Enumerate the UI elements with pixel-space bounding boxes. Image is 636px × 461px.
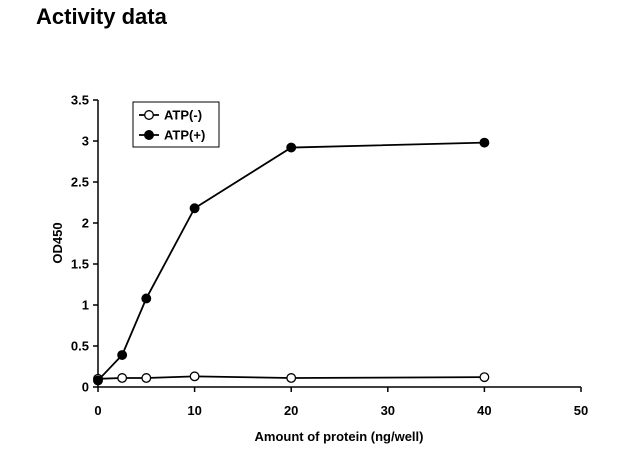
y-tick-label: 2.5 [71,175,89,190]
data-point [141,373,152,383]
chart-legend: ATP(-) ATP(+) [132,101,220,148]
data-point [117,350,128,360]
y-axis-title: OD450 [50,222,65,263]
x-tick-label: 50 [574,403,588,418]
data-point [479,137,490,148]
data-point [117,373,128,383]
x-tick-label: 0 [94,403,101,418]
x-tick-label: 30 [381,403,395,418]
data-point [141,293,152,304]
legend-marker-0 [144,110,154,120]
data-point [286,373,297,383]
legend-marker-1 [144,130,154,140]
data-point [479,372,490,383]
y-tick-label: 0 [82,380,89,395]
y-tick-label: 2 [82,216,89,231]
data-point [189,371,200,382]
y-tick-label: 3 [82,134,89,149]
y-tick-label: 0.5 [71,339,89,354]
x-tick-label: 20 [284,403,298,418]
data-point [93,375,103,386]
chart-series [93,137,490,386]
legend-label-0: ATP(-) [164,108,202,123]
y-tick-label: 3.5 [71,93,89,108]
y-tick-label: 1 [82,298,89,313]
series-line-1 [97,141,485,382]
x-axis-title: Amount of protein (ng/well) [255,429,424,444]
y-tick-label: 1.5 [71,257,89,272]
data-point [286,142,297,153]
page-title: Activity data [36,4,167,29]
chart-axes: 0 0.5 1 1.5 2 2.5 3 3.5 0 10 20 30 40 50 [71,93,588,419]
legend-label-1: ATP(+) [164,128,205,143]
x-tick-label: 10 [187,403,201,418]
x-tick-label: 40 [477,403,491,418]
data-point [189,203,200,214]
